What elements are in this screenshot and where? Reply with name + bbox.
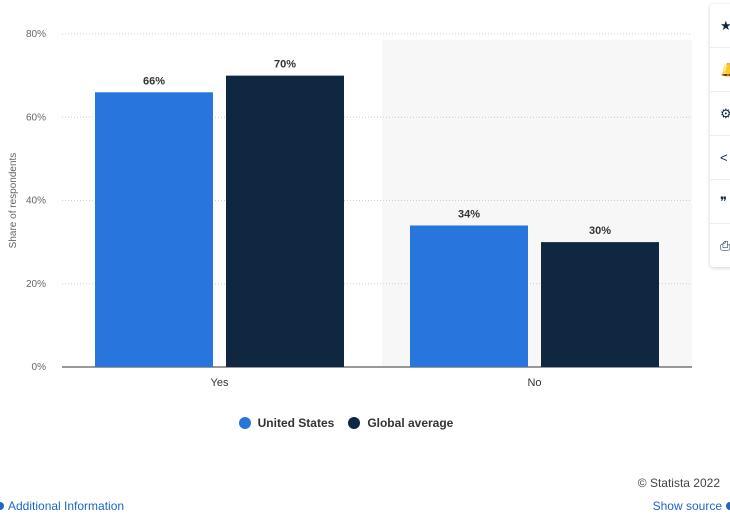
y-tick-label: 0% — [32, 362, 47, 373]
gear-icon[interactable]: ⚙ — [710, 92, 730, 136]
quote-icon[interactable]: ❞ — [710, 180, 730, 224]
statista-credit: © Statista 2022 — [637, 476, 720, 490]
info-icon — [0, 502, 4, 510]
y-tick-label: 80% — [26, 29, 46, 40]
bar-chart: 0% 20% 40% 60% 80% Share of respondents 66% 70%… — [8, 29, 692, 389]
y-tick-label: 60% — [26, 112, 46, 123]
print-icon[interactable]: ⎙ — [720, 237, 730, 253]
show-source-label: Show source — [652, 499, 722, 513]
data-label: 34% — [458, 208, 480, 220]
additional-information-label: Additional Information — [8, 499, 125, 513]
info-icon — [726, 502, 730, 510]
legend-item-global-average[interactable]: Global average — [348, 416, 453, 430]
legend-marker-united-states — [238, 417, 251, 429]
y-tick-label: 40% — [26, 196, 46, 207]
bar — [541, 242, 659, 367]
x-tick-label: No — [527, 377, 541, 389]
bell-icon[interactable]: 🔔 — [710, 48, 730, 92]
legend: United States Global average — [0, 416, 692, 430]
legend-label: United States — [257, 416, 335, 430]
data-label: 66% — [143, 75, 165, 87]
bar — [410, 225, 528, 367]
data-label: 30% — [589, 225, 611, 237]
x-tick-label: Yes — [211, 377, 229, 389]
additional-information-link[interactable]: Additional Information — [0, 499, 124, 513]
star-icon[interactable]: ★ — [710, 4, 730, 48]
legend-marker-global-average — [348, 417, 361, 429]
show-source-link[interactable]: Show source — [653, 499, 730, 513]
data-label: 70% — [274, 59, 296, 71]
bar — [226, 75, 344, 367]
legend-item-united-states[interactable]: United States — [238, 416, 335, 430]
y-tick-label: 20% — [26, 279, 46, 290]
chart-toolbar: ★ 🔔 ⚙ < ❞ ⎙ — [710, 4, 730, 267]
bar — [95, 92, 213, 368]
share-icon[interactable]: < — [710, 136, 730, 180]
legend-label: Global average — [367, 416, 454, 430]
y-axis-title: Share of respondents — [8, 153, 19, 249]
